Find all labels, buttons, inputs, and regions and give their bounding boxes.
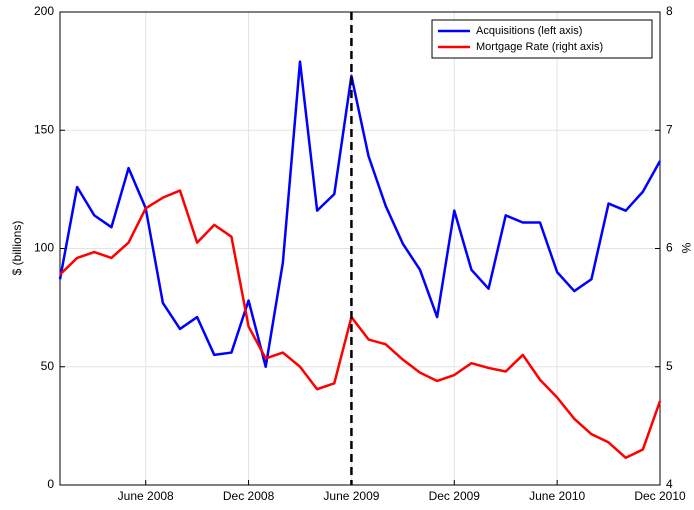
y-tick-label: 150 <box>34 122 54 136</box>
legend-label: Mortgage Rate (right axis) <box>476 41 603 53</box>
series-line <box>59 189 662 460</box>
legend-box <box>431 19 653 59</box>
legend-label: Acquisitions (left axis) <box>476 25 582 37</box>
x-tick-label: June 2008 <box>118 489 174 503</box>
y2-tick-label: 6 <box>666 241 673 255</box>
plot-frame <box>59 11 661 486</box>
y-axis-label: $ (billions) <box>10 221 24 276</box>
x-tick-label: Dec 2010 <box>634 489 686 503</box>
y-tick-label: 100 <box>34 241 54 255</box>
y2-tick-label: 5 <box>666 359 673 373</box>
y2-axis-label: % <box>679 243 693 254</box>
x-tick-label: June 2009 <box>323 489 379 503</box>
y2-tick-label: 7 <box>666 122 673 136</box>
y-tick-label: 200 <box>34 4 54 18</box>
x-tick-label: Dec 2009 <box>429 489 481 503</box>
x-tick-label: June 2010 <box>529 489 585 503</box>
series-line <box>58 60 662 368</box>
y-tick-label: 0 <box>47 477 54 491</box>
y2-tick-label: 4 <box>666 477 673 491</box>
y-tick-label: 50 <box>41 359 55 373</box>
y2-tick-label: 8 <box>666 4 673 18</box>
x-tick-label: Dec 2008 <box>223 489 275 503</box>
